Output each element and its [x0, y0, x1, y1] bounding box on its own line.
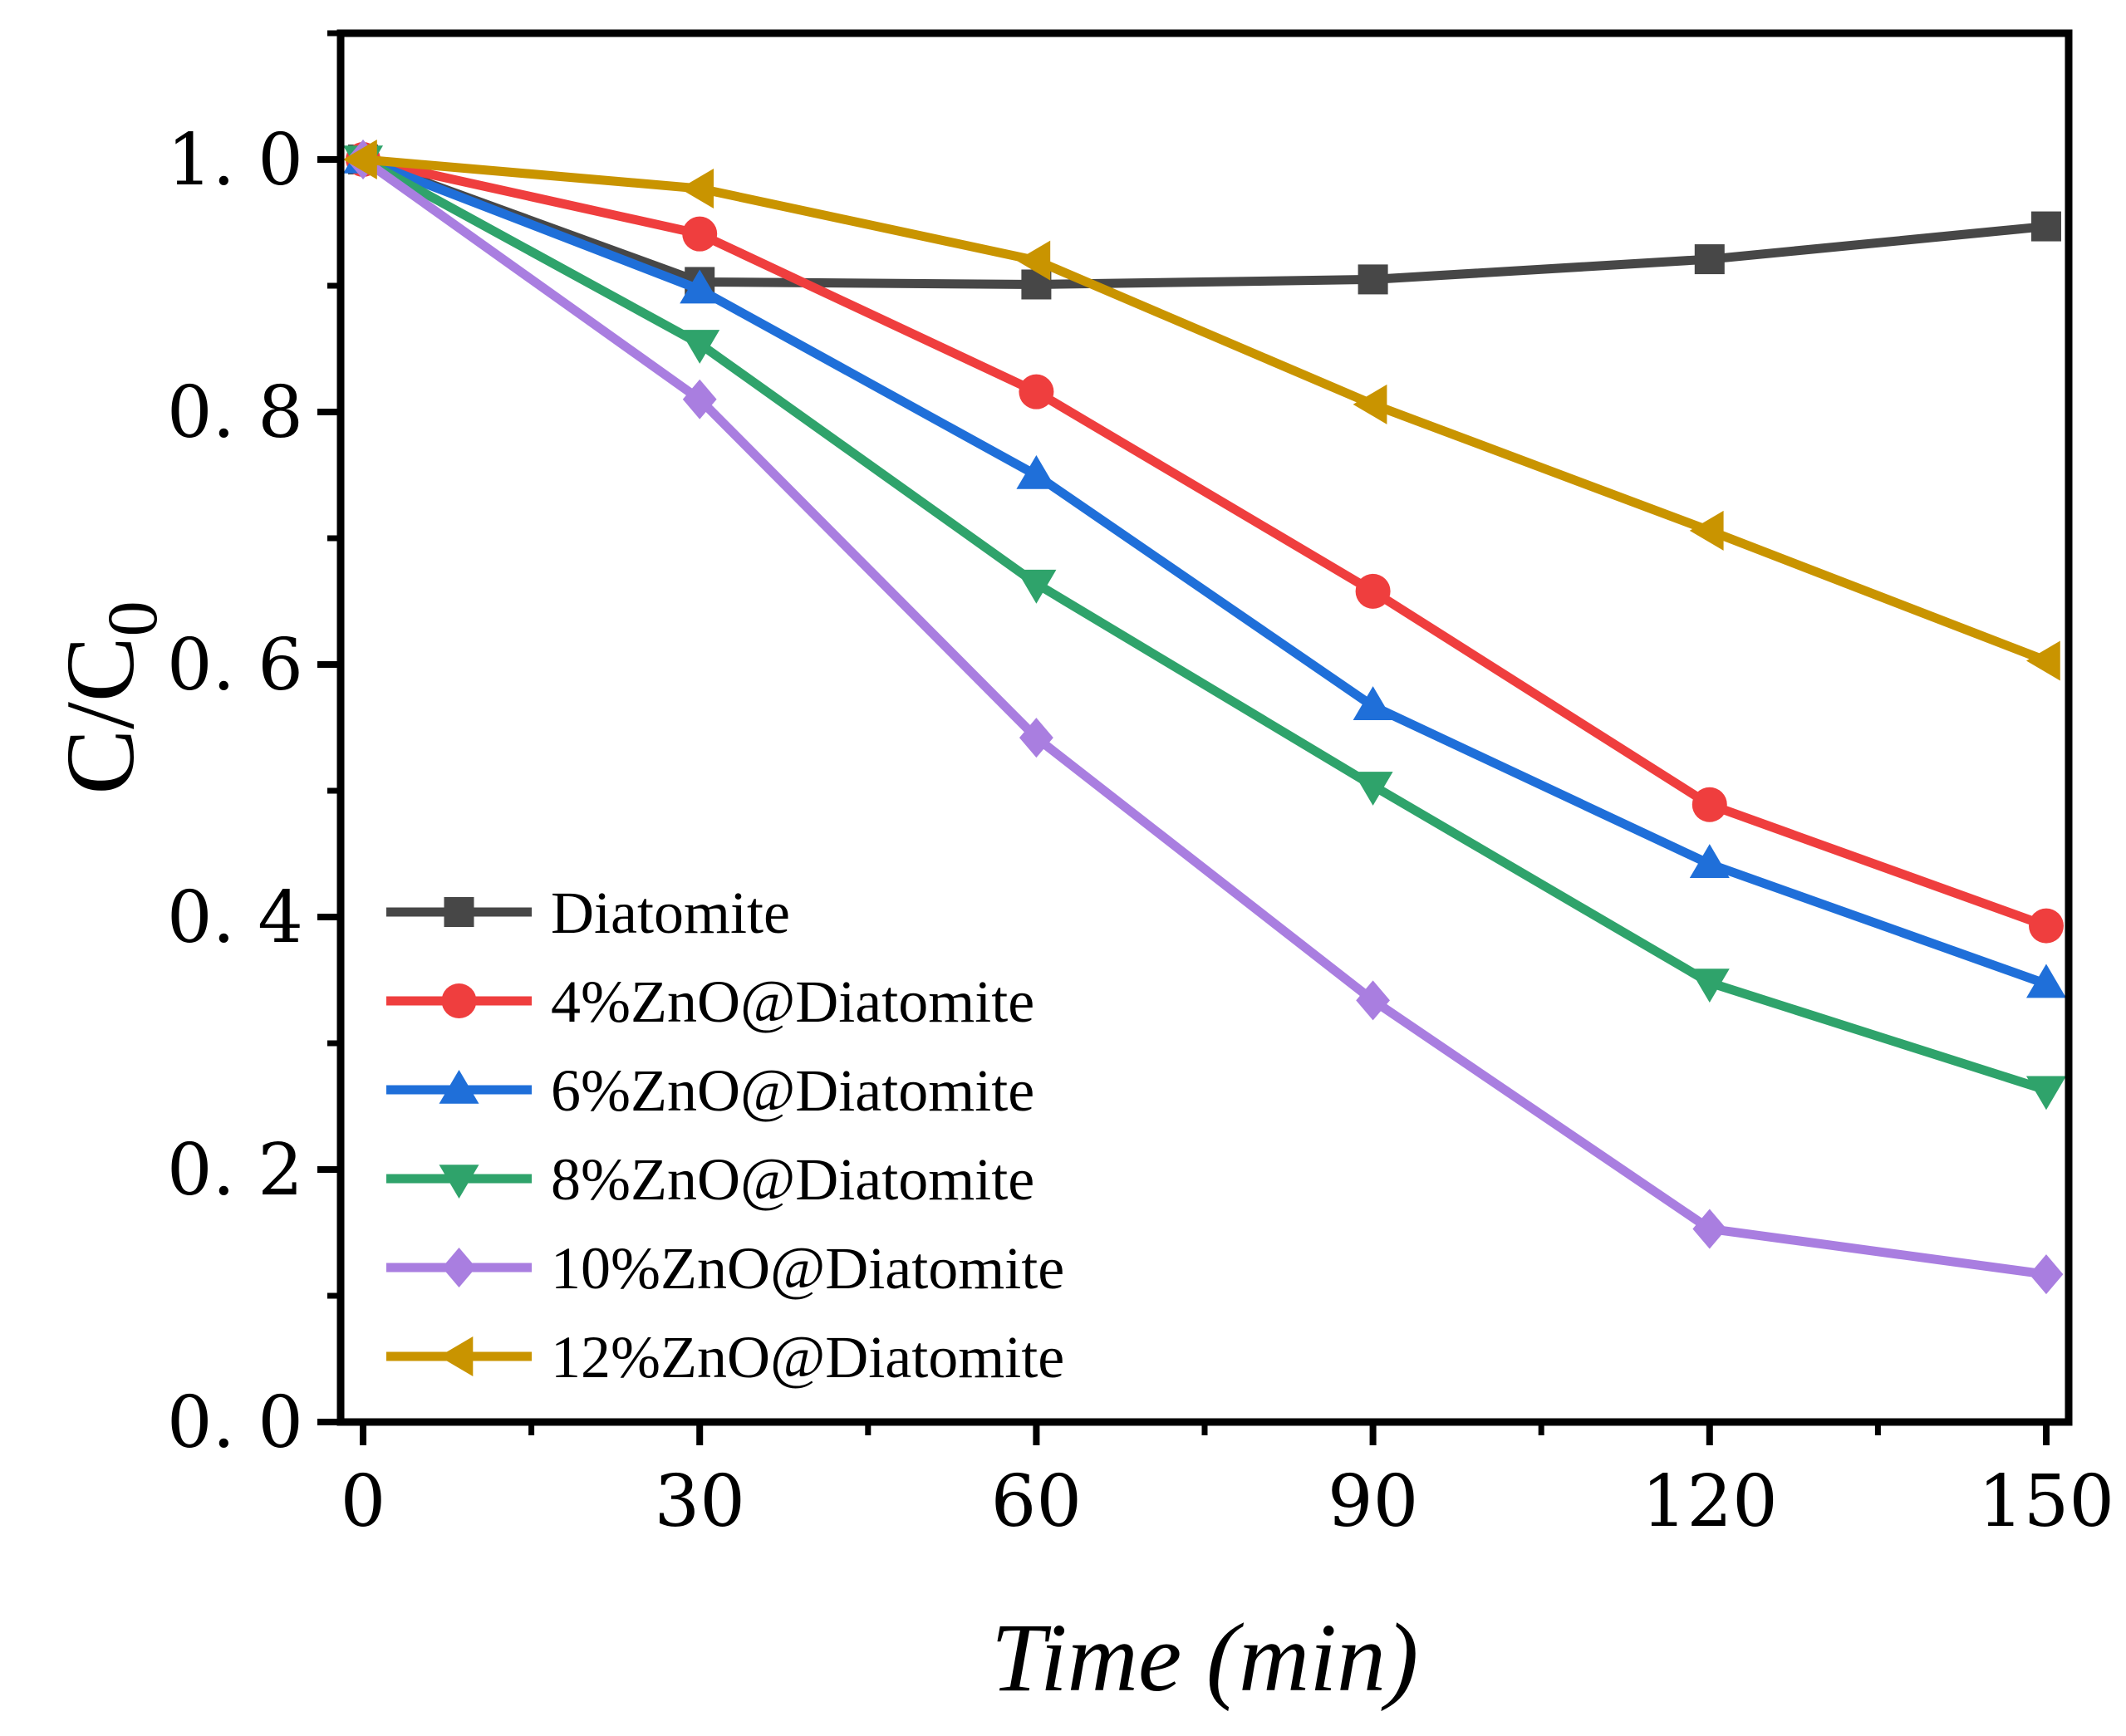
x-tick-label-4: 90 [1328, 1460, 1418, 1543]
series-2-point-3 [1019, 374, 1054, 409]
legend-label-4: 8%ZnO@Diatomite [551, 1146, 1034, 1213]
legend-item-6: 12%ZnO@Diatomite [386, 1324, 1064, 1390]
series-3-point-2 [680, 269, 720, 304]
series-6-point-4 [1353, 384, 1387, 424]
series-6-point-2 [680, 168, 714, 208]
series-5-point-5 [1692, 1209, 1727, 1249]
series-6-point-3 [1016, 240, 1051, 281]
y-axis-title-main: C/C [46, 636, 155, 794]
legend-item-2: 4%ZnO@Diatomite [386, 969, 1034, 1035]
legend-marker-1 [444, 897, 474, 927]
series-1-point-4 [1358, 264, 1388, 295]
x-tick-label-1: 0 [341, 1460, 386, 1543]
series-6-point-1 [343, 140, 377, 179]
legend-item-3: 6%ZnO@Diatomite [386, 1057, 1034, 1124]
series-4-point-5 [1689, 969, 1730, 1003]
legend-item-5: 10%ZnO@Diatomite [386, 1235, 1064, 1302]
x-tick-label-5: 120 [1642, 1460, 1778, 1543]
series-6-point-6 [2025, 640, 2060, 681]
series-5-point-6 [2029, 1254, 2064, 1295]
series-1-point-5 [1694, 244, 1725, 275]
legend-label-2: 4%ZnO@Diatomite [551, 969, 1034, 1035]
legend-label-5: 10%ZnO@Diatomite [551, 1235, 1064, 1302]
legend: Diatomite 4%ZnO@Diatomite 6%ZnO@Diatomite 8… [386, 880, 1064, 1390]
legend-item-1: Diatomite [386, 880, 790, 946]
series-line-1 [358, 154, 2051, 289]
series-4-point-3 [1016, 569, 1057, 604]
series-1 [348, 145, 2061, 300]
series-line-3 [358, 154, 2051, 989]
legend-marker-5 [442, 1248, 476, 1287]
legend-label-1: Diatomite [551, 880, 790, 946]
y-tick-label-2: 0. 2 [167, 1129, 303, 1212]
series-5-point-3 [1019, 718, 1053, 758]
series-6-point-5 [1689, 510, 1724, 551]
axes-layer: 0 30 60 90 120 150 0. 0 0. 2 0. 4 0. 6 0. 8 1. 0 [167, 29, 2114, 1543]
series-2-point-2 [682, 216, 718, 252]
x-tick-label-3: 60 [991, 1460, 1082, 1543]
series-4 [343, 145, 2066, 1111]
series-5-point-2 [682, 379, 717, 419]
series-4-point-4 [1353, 772, 1393, 806]
series-line-2 [358, 154, 2051, 931]
legend-label-6: 12%ZnO@Diatomite [551, 1324, 1064, 1390]
x-tick-label-6: 150 [1978, 1460, 2114, 1543]
y-axis-title-subscript: 0 [92, 601, 172, 636]
series-2-point-6 [2028, 908, 2064, 944]
x-tick-label-2: 30 [654, 1460, 744, 1543]
legend-marker-3 [439, 1070, 479, 1104]
series-4-point-2 [680, 330, 720, 364]
y-tick-label-5: 0. 8 [167, 371, 303, 454]
legend-marker-4 [439, 1165, 479, 1199]
series-line-6 [358, 154, 2051, 665]
y-tick-label-3: 0. 4 [167, 876, 303, 959]
series-4-point-6 [2025, 1076, 2066, 1111]
series-3-point-3 [1016, 455, 1057, 489]
series-3 [343, 140, 2066, 998]
series-3-point-5 [1689, 844, 1730, 878]
series-2 [346, 142, 2064, 944]
legend-marker-6 [439, 1336, 474, 1376]
series-line-4 [358, 154, 2051, 1095]
y-tick-label-4: 0. 6 [167, 624, 303, 707]
series-2-point-5 [1691, 787, 1727, 822]
y-axis-title: C/C0 [46, 601, 172, 794]
y-tick-label-6: 1. 0 [167, 119, 303, 202]
series-3-point-6 [2025, 964, 2066, 998]
y-tick-label-1: 0. 0 [167, 1381, 303, 1464]
series-1-point-6 [2030, 211, 2061, 242]
legend-marker-2 [441, 983, 477, 1018]
legend-item-4: 8%ZnO@Diatomite [386, 1146, 1034, 1213]
x-axis-title: Time (min) [991, 1603, 1419, 1712]
series-5-point-4 [1356, 980, 1390, 1021]
series-line-5 [358, 154, 2051, 1279]
series-layer [343, 140, 2066, 1295]
series-3-point-4 [1353, 686, 1393, 720]
series-6 [343, 140, 2060, 681]
series-2-point-4 [1355, 573, 1391, 609]
legend-label-3: 6%ZnO@Diatomite [551, 1057, 1034, 1124]
